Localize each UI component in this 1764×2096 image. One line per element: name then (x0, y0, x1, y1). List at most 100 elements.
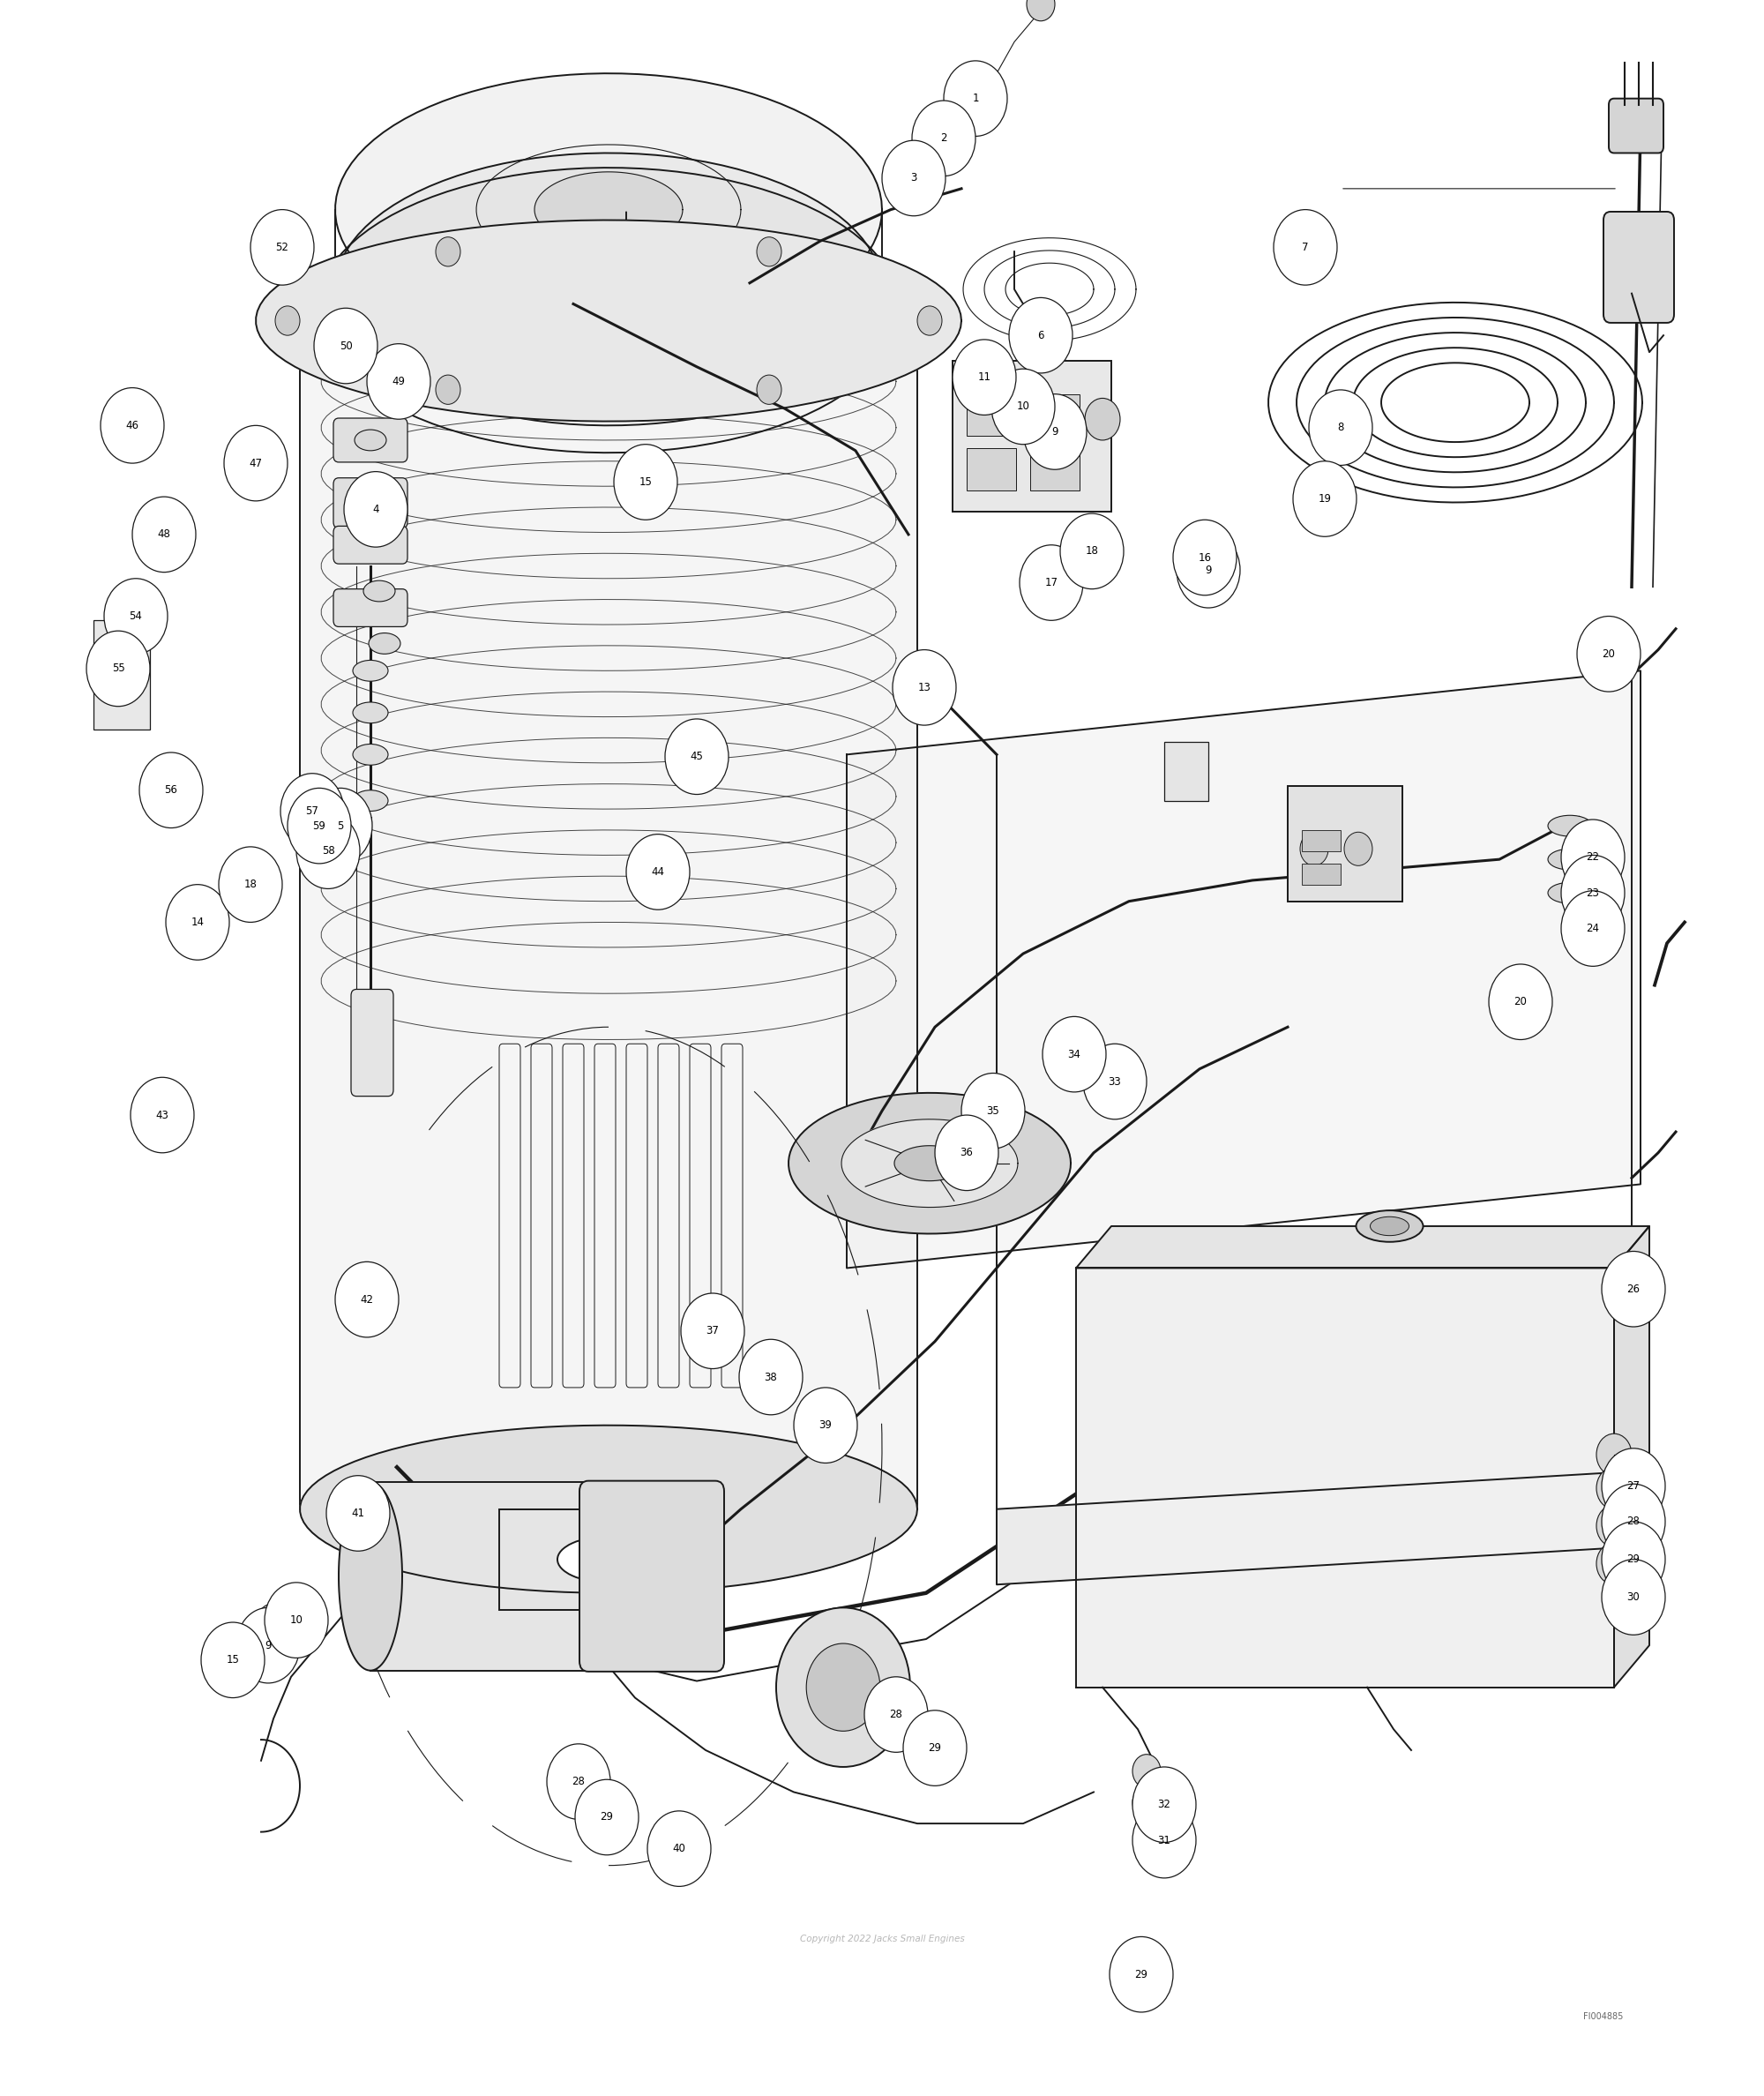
Ellipse shape (1549, 849, 1591, 870)
Text: 40: 40 (672, 1842, 686, 1855)
Text: 5: 5 (337, 820, 344, 832)
Circle shape (1132, 1767, 1196, 1842)
Circle shape (326, 1476, 390, 1551)
Circle shape (912, 101, 975, 176)
Polygon shape (1614, 1226, 1649, 1687)
Text: 35: 35 (986, 1105, 1000, 1117)
Circle shape (944, 61, 1007, 136)
Circle shape (864, 1677, 928, 1752)
Circle shape (1173, 520, 1237, 595)
Circle shape (1602, 1559, 1665, 1635)
Text: 24: 24 (1586, 922, 1600, 935)
Text: SMALL: SMALL (848, 1002, 880, 1010)
Text: 47: 47 (249, 457, 263, 470)
Ellipse shape (1549, 882, 1591, 903)
Circle shape (776, 1608, 910, 1767)
Circle shape (1020, 545, 1083, 620)
Circle shape (917, 306, 942, 335)
Ellipse shape (353, 660, 388, 681)
Ellipse shape (369, 514, 400, 534)
Text: 4: 4 (372, 503, 379, 516)
Text: 28: 28 (572, 1775, 586, 1788)
FancyBboxPatch shape (351, 989, 393, 1096)
Text: 8: 8 (1337, 421, 1344, 434)
Circle shape (882, 140, 946, 216)
Text: 17: 17 (1044, 576, 1058, 589)
Polygon shape (335, 73, 882, 346)
Circle shape (794, 1388, 857, 1463)
Circle shape (1060, 514, 1124, 589)
Text: ENGINES: ENGINES (845, 1027, 884, 1035)
Circle shape (309, 788, 372, 864)
Text: 29: 29 (600, 1811, 614, 1824)
Circle shape (166, 885, 229, 960)
Text: 29: 29 (928, 1742, 942, 1754)
Text: 9: 9 (265, 1639, 272, 1652)
Text: 3: 3 (910, 172, 917, 184)
Text: 11: 11 (977, 371, 991, 384)
Text: Jacks: Jacks (841, 960, 887, 977)
Circle shape (991, 369, 1055, 444)
Circle shape (1602, 1251, 1665, 1327)
Circle shape (757, 237, 781, 266)
Circle shape (681, 1293, 744, 1369)
Circle shape (547, 1744, 610, 1819)
Circle shape (1009, 298, 1073, 373)
Text: 29: 29 (1134, 1968, 1148, 1981)
Text: 32: 32 (1157, 1798, 1171, 1811)
Circle shape (219, 847, 282, 922)
Circle shape (275, 306, 300, 335)
Text: 1: 1 (972, 92, 979, 105)
Circle shape (314, 308, 377, 384)
Bar (499, 1509, 718, 1610)
Polygon shape (894, 1147, 965, 1180)
Polygon shape (300, 241, 917, 409)
Bar (1030, 394, 1080, 436)
FancyBboxPatch shape (333, 526, 407, 564)
Circle shape (436, 237, 460, 266)
Text: 44: 44 (651, 866, 665, 878)
Text: 50: 50 (339, 340, 353, 352)
Text: 30: 30 (1626, 1591, 1641, 1603)
FancyBboxPatch shape (333, 417, 407, 463)
Text: 46: 46 (125, 419, 139, 432)
Ellipse shape (355, 476, 386, 497)
Text: 20: 20 (1602, 648, 1616, 660)
Text: 52: 52 (275, 241, 289, 254)
Bar (1302, 830, 1341, 851)
Circle shape (1596, 1543, 1632, 1585)
Circle shape (935, 1115, 998, 1191)
Circle shape (1085, 398, 1120, 440)
Text: 26: 26 (1626, 1283, 1641, 1295)
Text: 36: 36 (960, 1147, 974, 1159)
FancyBboxPatch shape (333, 589, 407, 627)
Text: 54: 54 (129, 610, 143, 623)
Text: 7: 7 (1302, 241, 1309, 254)
Polygon shape (256, 220, 961, 421)
Circle shape (1561, 855, 1625, 931)
Circle shape (575, 1780, 639, 1855)
FancyBboxPatch shape (1609, 99, 1663, 153)
Text: Copyright 2022 Jacks Small Engines: Copyright 2022 Jacks Small Engines (799, 1935, 965, 1943)
Circle shape (739, 1339, 803, 1415)
Bar (967, 449, 1016, 490)
Circle shape (1602, 1484, 1665, 1559)
Circle shape (86, 631, 150, 706)
Circle shape (1110, 1937, 1173, 2012)
Circle shape (250, 210, 314, 285)
Text: 10: 10 (289, 1614, 303, 1626)
Circle shape (224, 425, 288, 501)
Text: 28: 28 (1626, 1515, 1641, 1528)
Circle shape (367, 344, 430, 419)
Polygon shape (997, 1471, 1632, 1585)
Circle shape (626, 834, 690, 910)
Ellipse shape (1549, 815, 1591, 836)
Text: 14: 14 (191, 916, 205, 929)
Text: 27: 27 (1626, 1480, 1641, 1492)
Text: 20: 20 (1514, 996, 1528, 1008)
Circle shape (101, 388, 164, 463)
Text: 23: 23 (1586, 887, 1600, 899)
Circle shape (201, 1622, 265, 1698)
Ellipse shape (363, 581, 395, 602)
Text: 19: 19 (1318, 493, 1332, 505)
